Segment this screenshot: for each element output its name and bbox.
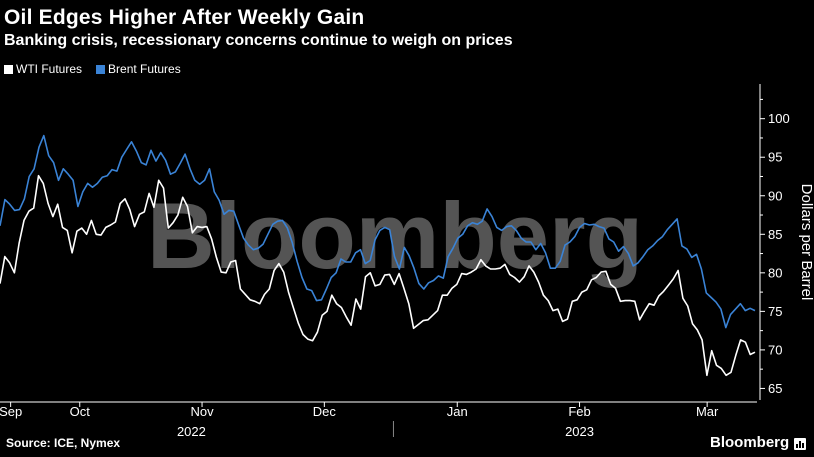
y-tick-label: 80 [768,265,782,280]
y-tick-label: 95 [768,150,782,165]
legend-item-wti: WTI Futures [4,62,82,76]
year-label: 2022 [177,424,206,439]
legend-label-brent: Brent Futures [108,62,181,76]
legend-item-brent: Brent Futures [96,62,181,76]
chart-legend: WTI Futures Brent Futures [4,62,181,76]
x-tick-label: Feb [568,404,590,419]
x-tick-label: Nov [190,404,214,419]
legend-swatch-brent [96,64,106,74]
y-axis-label: Dollars per Barrel [798,184,814,301]
source-note: Source: ICE, Nymex [6,436,121,450]
y-tick-label: 65 [768,381,782,396]
y-tick-label: 75 [768,304,782,319]
watermark-text: Bloomberg [147,183,643,288]
brent-series-line [0,134,756,329]
x-tick-label: Sep [0,404,22,419]
brand-name: Bloomberg [710,434,790,451]
y-tick-label: 70 [768,342,782,357]
x-tick-label: Dec [313,404,337,419]
chart-subtitle: Banking crisis, recessionary concerns co… [4,32,513,49]
legend-label-wti: WTI Futures [16,62,83,76]
y-tick-label: 90 [768,188,782,203]
y-tick-label: 100 [768,111,790,126]
legend-swatch-wti [4,64,13,74]
x-tick-label: Jan [447,404,468,419]
year-label: 2023 [565,424,594,439]
brand-logo: Bloomberg [710,434,807,451]
wti-series-line [0,174,756,377]
chart-title: Oil Edges Higher After Weekly Gain [4,6,365,29]
x-tick-label: Oct [70,404,91,419]
y-tick-label: 85 [768,227,782,242]
bloomberg-terminal-icon [794,437,807,450]
x-tick-label: Mar [696,404,719,419]
